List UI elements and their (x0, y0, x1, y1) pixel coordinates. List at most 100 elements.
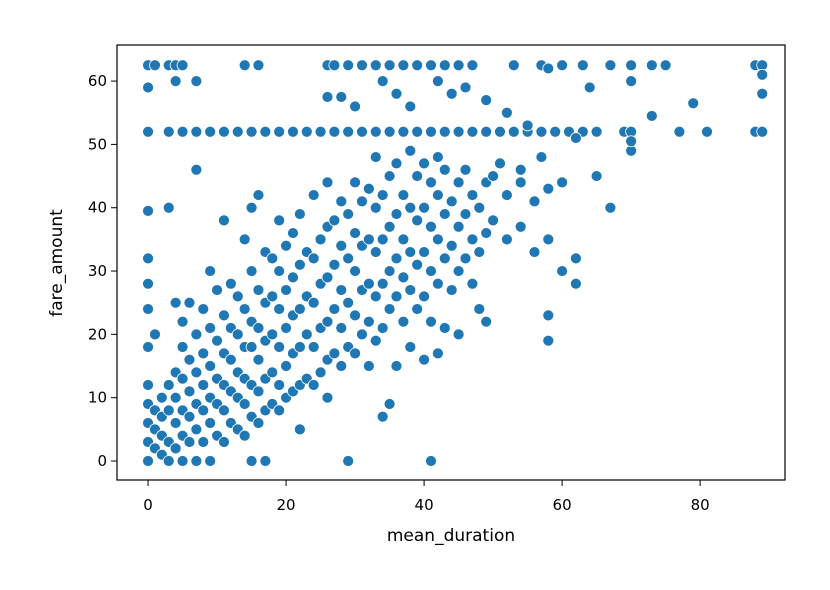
point (528, 246, 541, 258)
point (293, 208, 306, 220)
point (480, 315, 493, 328)
point (287, 227, 299, 239)
point (466, 59, 479, 72)
point (466, 277, 479, 290)
point (307, 379, 320, 391)
point (328, 303, 341, 315)
point (349, 265, 361, 277)
point (300, 125, 313, 138)
point (535, 151, 548, 163)
point (149, 59, 161, 72)
point (404, 201, 417, 214)
point (369, 201, 382, 214)
point (342, 125, 355, 138)
point (625, 75, 638, 87)
x-tick-label: 0 (143, 496, 153, 514)
point (411, 59, 424, 72)
point (349, 227, 361, 239)
point (204, 360, 217, 372)
point (204, 417, 217, 429)
point (418, 201, 430, 214)
point (307, 341, 320, 353)
point (431, 151, 444, 163)
point (142, 341, 154, 353)
point (459, 163, 472, 176)
point (176, 341, 189, 353)
point (342, 208, 355, 220)
plot-frame (116, 44, 786, 481)
y-tick-label: 50 (88, 135, 107, 153)
point (273, 214, 286, 227)
point (383, 59, 396, 72)
point (390, 252, 403, 265)
point (425, 176, 437, 189)
point (570, 277, 582, 290)
point (252, 59, 265, 72)
point (190, 75, 203, 87)
point (142, 379, 154, 391)
point (273, 341, 286, 353)
point (245, 455, 258, 467)
x-axis-label: mean_duration (387, 526, 515, 546)
point (142, 81, 154, 94)
point (190, 163, 203, 176)
point (169, 296, 182, 309)
point (224, 277, 237, 290)
point (362, 315, 375, 328)
point (273, 265, 286, 277)
point (183, 410, 196, 423)
point (190, 455, 203, 467)
point (266, 328, 279, 341)
point (404, 284, 417, 296)
point (397, 125, 410, 138)
point (356, 125, 368, 138)
point (425, 220, 437, 233)
point (514, 176, 527, 189)
point (280, 322, 292, 334)
point (321, 91, 334, 103)
point (452, 328, 465, 341)
point (190, 366, 203, 379)
point (238, 429, 251, 442)
point (452, 59, 465, 72)
point (528, 195, 541, 208)
point (321, 391, 334, 404)
point (224, 353, 237, 366)
point (218, 436, 230, 448)
point (183, 296, 196, 309)
point (438, 125, 451, 138)
point (583, 81, 596, 94)
point (625, 135, 638, 148)
point (452, 125, 465, 138)
point (411, 258, 424, 271)
point (266, 366, 279, 379)
point (418, 353, 430, 366)
point (287, 125, 299, 138)
point (252, 353, 265, 366)
y-tick-label: 10 (88, 389, 107, 407)
point (155, 391, 168, 404)
point (162, 404, 175, 417)
point (390, 290, 403, 303)
point (149, 328, 161, 341)
point (500, 106, 513, 119)
point (314, 366, 327, 379)
point (204, 265, 217, 277)
point (542, 62, 555, 75)
point (507, 125, 520, 138)
point (390, 157, 403, 170)
point (376, 233, 389, 246)
point (687, 97, 700, 110)
point (197, 379, 210, 391)
point (169, 391, 182, 404)
point (645, 110, 658, 122)
point (328, 258, 341, 271)
point (231, 125, 244, 138)
point (604, 59, 617, 72)
point (756, 125, 769, 138)
point (390, 360, 403, 372)
point (273, 125, 286, 138)
point (328, 214, 341, 227)
point (376, 75, 389, 87)
point (218, 309, 230, 322)
